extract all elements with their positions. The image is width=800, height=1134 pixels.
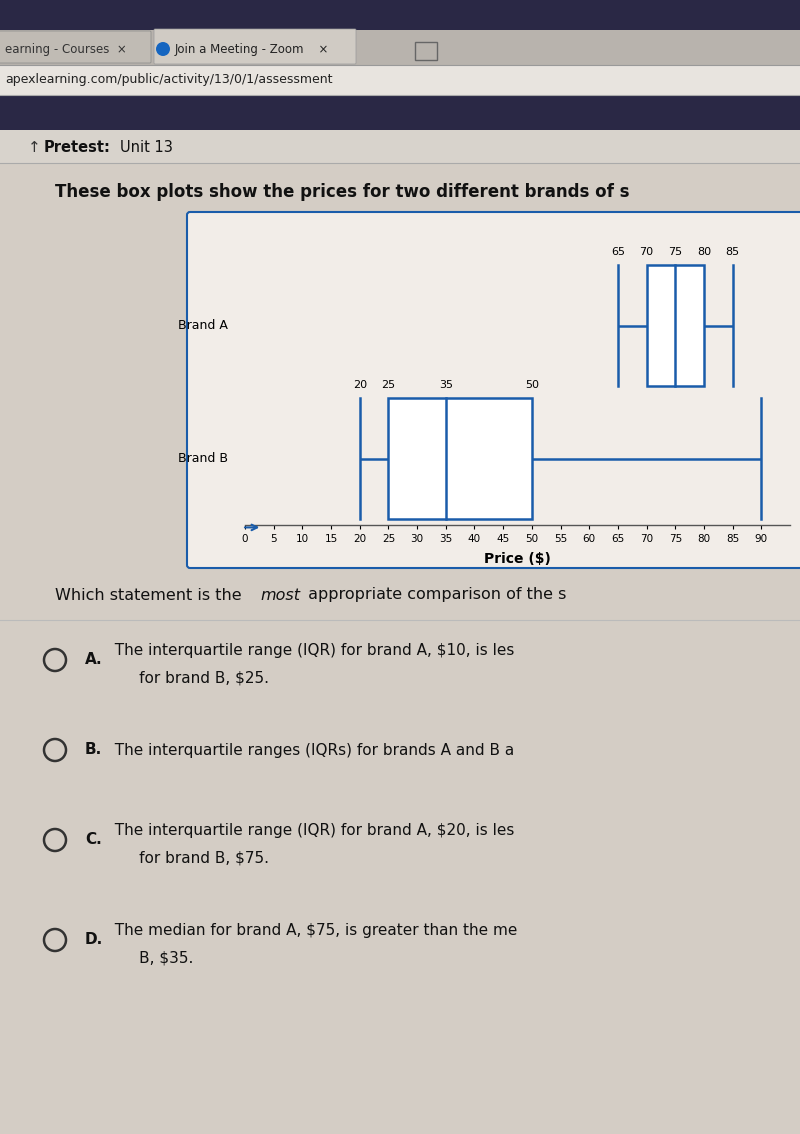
FancyBboxPatch shape <box>187 212 800 568</box>
Text: 85: 85 <box>726 247 740 256</box>
Text: appropriate comparison of the s: appropriate comparison of the s <box>303 587 566 602</box>
Text: Join a Meeting - Zoom    ×: Join a Meeting - Zoom × <box>175 42 330 56</box>
Bar <box>389 398 532 519</box>
Text: ↑: ↑ <box>28 141 41 155</box>
FancyBboxPatch shape <box>0 31 151 64</box>
Text: for brand B, $75.: for brand B, $75. <box>105 850 269 865</box>
Text: earning - Courses  ×: earning - Courses × <box>5 43 126 57</box>
Bar <box>0 65 800 95</box>
Bar <box>0 163 800 1134</box>
Text: These box plots show the prices for two different brands of s: These box plots show the prices for two … <box>55 183 630 201</box>
Text: 80: 80 <box>697 247 711 256</box>
Text: Brand B: Brand B <box>178 452 228 465</box>
Text: apexlearning.com/public/activity/13/0/1/assessment: apexlearning.com/public/activity/13/0/1/… <box>5 74 333 86</box>
Text: 35: 35 <box>438 380 453 390</box>
Text: 70: 70 <box>639 247 654 256</box>
Bar <box>0 29 800 65</box>
Text: A.: A. <box>85 652 102 668</box>
Text: D.: D. <box>85 932 103 948</box>
Text: Pretest:: Pretest: <box>44 141 111 155</box>
Text: B.: B. <box>85 743 102 758</box>
Text: The median for brand A, $75, is greater than the me: The median for brand A, $75, is greater … <box>105 922 518 938</box>
Text: Unit 13: Unit 13 <box>120 141 173 155</box>
Text: The interquartile range (IQR) for brand A, $20, is les: The interquartile range (IQR) for brand … <box>105 822 514 838</box>
Text: B, $35.: B, $35. <box>105 950 194 965</box>
Text: 50: 50 <box>525 380 539 390</box>
Bar <box>646 265 704 386</box>
Text: 25: 25 <box>382 380 395 390</box>
Text: The interquartile range (IQR) for brand A, $10, is les: The interquartile range (IQR) for brand … <box>105 643 514 658</box>
Text: most: most <box>260 587 300 602</box>
Text: Brand A: Brand A <box>178 319 228 332</box>
Bar <box>415 42 437 60</box>
Bar <box>0 95 800 130</box>
Text: C.: C. <box>85 832 102 847</box>
Circle shape <box>156 42 170 56</box>
Text: for brand B, $25.: for brand B, $25. <box>105 670 269 685</box>
Bar <box>0 0 800 29</box>
X-axis label: Price ($): Price ($) <box>484 552 551 566</box>
Text: 20: 20 <box>353 380 366 390</box>
FancyBboxPatch shape <box>154 29 356 64</box>
Text: The interquartile ranges (IQRs) for brands A and B a: The interquartile ranges (IQRs) for bran… <box>105 743 514 758</box>
Text: Which statement is the: Which statement is the <box>55 587 246 602</box>
Bar <box>0 130 800 163</box>
Text: 75: 75 <box>668 247 682 256</box>
Text: 65: 65 <box>611 247 625 256</box>
